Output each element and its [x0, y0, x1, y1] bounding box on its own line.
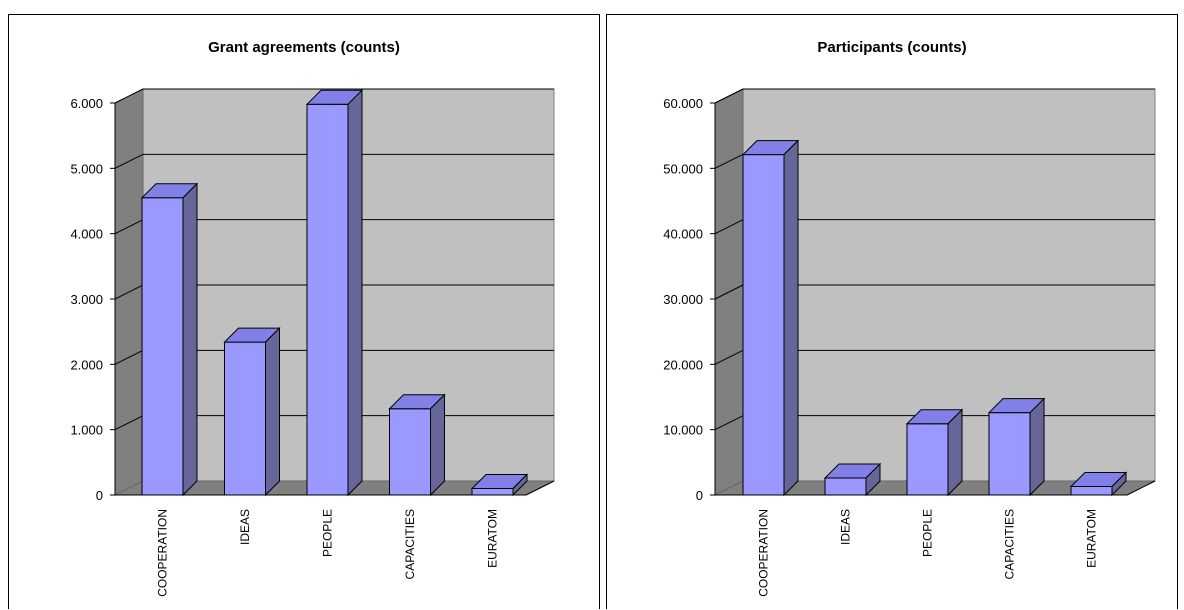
bar-side — [1111, 471, 1127, 497]
bar-front — [389, 408, 431, 496]
bar-front — [471, 487, 514, 496]
x-tick-label: IDEAS — [839, 509, 853, 545]
bar-euratom — [470, 473, 529, 497]
y-tick-label: 5.000 — [70, 161, 103, 176]
y-tick-label: 10.000 — [663, 423, 703, 438]
y-tick-label: 3.000 — [70, 292, 103, 307]
bar-front — [141, 197, 184, 496]
bar-side — [182, 182, 198, 497]
gridline-wall — [714, 153, 744, 169]
bar-front — [824, 477, 867, 496]
gridline-wall — [714, 284, 744, 300]
bar-side — [347, 89, 363, 497]
x-tick-label: CAPACITIES — [403, 509, 417, 579]
y-tick-label: 20.000 — [663, 357, 703, 372]
bar-people — [905, 408, 964, 497]
bar-side — [783, 139, 799, 497]
x-tick-label: PEOPLE — [921, 509, 935, 557]
chart-panel-grant-agreements: Grant agreements (counts) 0 1.000 2.000 3.0… — [8, 14, 600, 609]
bar-side — [430, 393, 445, 497]
x-tick-label: IDEAS — [238, 509, 252, 545]
bar-side — [512, 473, 528, 497]
bar-people — [305, 89, 364, 497]
y-tick-label: 4.000 — [70, 227, 103, 242]
bar-capacities — [987, 397, 1046, 497]
bar-chart-grant-agreements: 0 1.000 2.000 3.000 4.000 5.000 6.000 COOPERATI… — [70, 88, 555, 597]
bar-euratom — [1069, 471, 1128, 497]
chart-panel-participants: Participants (counts) 0 10.000 20.000 30.00… — [606, 14, 1178, 609]
y-tick-label: 50.000 — [663, 161, 703, 176]
chart-title: Grant agreements (counts) — [208, 39, 400, 56]
bar-front — [742, 154, 785, 496]
bar-front — [306, 103, 349, 496]
bar-cooperation — [140, 182, 199, 497]
bar-side — [947, 408, 963, 497]
gridline-wall — [714, 349, 744, 365]
x-tick-label: CAPACITIES — [1003, 509, 1017, 579]
gridline-wall — [714, 415, 744, 431]
gridline-wall — [714, 219, 744, 235]
gridline-wall — [114, 415, 144, 431]
bar-front — [906, 423, 949, 496]
x-tick-label: EURATOM — [486, 509, 500, 568]
bar-ideas — [823, 462, 882, 497]
gridline-wall — [114, 349, 144, 365]
bar-chart-participants: 0 10.000 20.000 30.000 40.000 50.000 60.000 COO… — [663, 88, 1156, 597]
x-tick-label: COOPERATION — [156, 509, 170, 597]
y-tick-label: 2.000 — [70, 357, 103, 372]
gridline-wall — [114, 88, 144, 104]
x-tick-label: EURATOM — [1085, 509, 1099, 568]
y-tick-label: 60.000 — [663, 96, 703, 111]
bar-side — [265, 326, 280, 497]
x-tick-label: COOPERATION — [757, 509, 771, 597]
y-tick-label: 0 — [696, 488, 703, 503]
bar-front — [988, 412, 1031, 496]
bar-front — [1070, 486, 1113, 496]
x-axis-depth-line — [525, 480, 555, 496]
chart-title: Participants (counts) — [817, 39, 967, 56]
bar-side — [1029, 397, 1045, 497]
bar-front — [224, 341, 266, 496]
bar-ideas — [223, 326, 281, 497]
y-tick-label: 1.000 — [70, 423, 103, 438]
y-tick-label: 30.000 — [663, 292, 703, 307]
bar-cooperation — [741, 139, 800, 497]
gridline-wall — [114, 284, 144, 300]
x-tick-label: PEOPLE — [321, 509, 335, 557]
bar-side — [865, 462, 881, 497]
gridline-wall — [114, 219, 144, 235]
bar-capacities — [388, 393, 446, 497]
gridline-wall — [714, 88, 744, 104]
y-tick-label: 40.000 — [663, 227, 703, 242]
y-tick-label: 0 — [96, 488, 103, 503]
x-axis-depth-line — [1126, 480, 1156, 496]
y-tick-label: 6.000 — [70, 96, 103, 111]
gridline-wall — [114, 153, 144, 169]
